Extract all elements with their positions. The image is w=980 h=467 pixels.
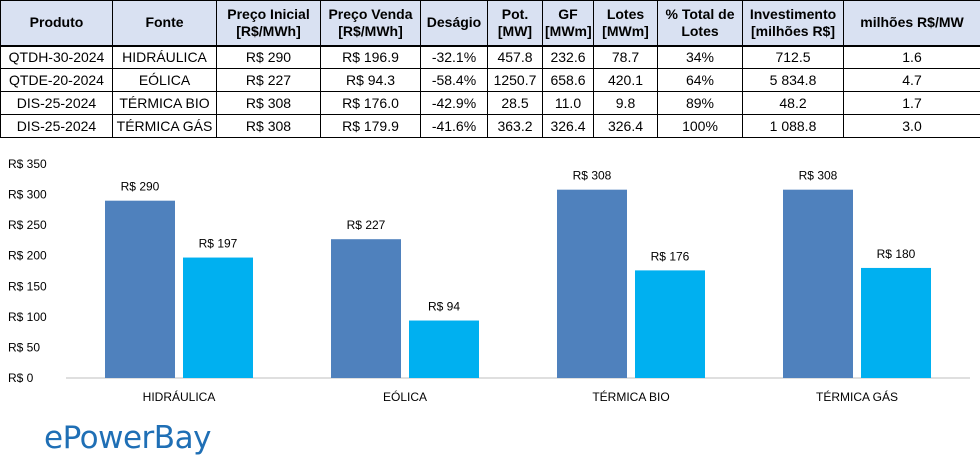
table-cell: R$ 308 [216,114,321,138]
bar-preco-venda [861,267,931,378]
data-label: R$ 94 [428,300,460,314]
column-header: Pot. [MW] [487,0,543,46]
table-cell: 1.7 [843,91,980,115]
epowerbay-logo: ePowerBay [44,420,211,456]
category-label: HIDRÁULICA [143,389,216,404]
table-cell: DIS-25-2024 [0,114,113,138]
table-cell: 232.6 [542,44,594,69]
price-bar-chart: R$ 0 R$ 50 R$ 100 R$ 150 R$ 200 R$ 250 R$ 300 R… [8,157,970,404]
y-tick-label: R$ 100 [8,310,47,324]
table-cell: 100% [657,114,743,138]
table-cell: 34% [657,44,743,69]
column-header: GF [MWm] [542,0,594,46]
bar-preco-venda [635,270,705,378]
table-cell: -32.1% [420,44,488,69]
table-cell: 1.6 [843,44,980,69]
bars: R$ 290 R$ 197 R$ 227 R$ 94 R$ 308 R$ 176 R$ 30… [105,169,931,378]
table-cell: 326.4 [593,114,658,138]
table-row: DIS-25-2024 TÉRMICA BIO R$ 308 R$ 176.0 -42.… [0,91,980,115]
y-tick-label: R$ 250 [8,218,47,232]
category-label: TÉRMICA BIO [592,389,669,404]
table-cell: 712.5 [742,44,844,69]
table-row: DIS-25-2024 TÉRMICA GÁS R$ 308 R$ 179.9 -41.… [0,114,980,138]
y-tick-label: R$ 150 [8,279,47,293]
table-cell: R$ 176.0 [320,91,421,115]
column-header: Preço Venda [R$/MWh] [320,0,421,46]
table-cell: 28.5 [487,91,543,115]
y-tick-label: R$ 200 [8,249,47,263]
table-cell: 1250.7 [487,68,543,92]
table-cell: 1 088.8 [742,114,844,138]
bar-preco-venda [409,320,479,378]
table-cell: 9.8 [593,91,658,115]
table-cell: -42.9% [420,91,488,115]
y-tick-label: R$ 300 [8,188,47,202]
table-cell: 4.7 [843,68,980,92]
table-cell: R$ 290 [216,44,321,69]
table-cell: 64% [657,68,743,92]
table-cell: R$ 179.9 [320,114,421,138]
table-cell: TÉRMICA GÁS [112,114,217,138]
category-label: TÉRMICA GÁS [816,389,898,404]
table-cell: 326.4 [542,114,594,138]
column-header: Produto [0,0,113,46]
table-cell: R$ 308 [216,91,321,115]
table-cell: 420.1 [593,68,658,92]
bar-preco-inicial [783,189,853,378]
data-label: R$ 308 [799,169,838,183]
column-header: Preço Inicial [R$/MWh] [216,0,321,46]
table-cell: EÓLICA [112,68,217,92]
data-label: R$ 290 [121,180,160,194]
table-cell: 48.2 [742,91,844,115]
table-cell: 363.2 [487,114,543,138]
table-cell: R$ 196.9 [320,44,421,69]
bar-preco-inicial [105,200,175,378]
auction-results-table: Produto Fonte Preço Inicial [R$/MWh] Preço … [0,0,980,138]
column-header: milhões R$/MW [843,0,980,46]
table-cell: DIS-25-2024 [0,91,113,115]
data-label: R$ 227 [347,218,386,232]
table-cell: 89% [657,91,743,115]
table-cell: 658.6 [542,68,594,92]
column-header: Fonte [112,0,217,46]
table-cell: 5 834.8 [742,68,844,92]
table-cell: 457.8 [487,44,543,69]
table-cell: 3.0 [843,114,980,138]
y-tick-label: R$ 50 [8,340,40,354]
x-axis: HIDRÁULICA EÓLICA TÉRMICA BIO TÉRMICA GÁS [143,389,898,404]
column-header: Investimento [milhões R$] [742,0,844,46]
table-cell: QTDH-30-2024 [0,44,113,69]
table-cell: HIDRÁULICA [112,44,217,69]
table-cell: 11.0 [542,91,594,115]
table-cell: QTDE-20-2024 [0,68,113,92]
table-row: QTDE-20-2024 EÓLICA R$ 227 R$ 94.3 -58.4% 125… [0,68,980,92]
bar-preco-inicial [557,189,627,378]
data-label: R$ 308 [573,169,612,183]
table-header-row: Produto Fonte Preço Inicial [R$/MWh] Preço … [0,0,980,46]
category-label: EÓLICA [383,389,427,404]
column-header: Deságio [420,0,488,46]
table-cell: TÉRMICA BIO [112,91,217,115]
table-cell: R$ 227 [216,68,321,92]
bar-preco-venda [183,257,253,378]
data-label: R$ 176 [651,249,690,263]
y-tick-label: R$ 350 [8,157,47,171]
table-cell: -58.4% [420,68,488,92]
table-cell: R$ 94.3 [320,68,421,92]
table-cell: -41.6% [420,114,488,138]
column-header: Lotes [MWm] [593,0,658,46]
table-row: QTDH-30-2024 HIDRÁULICA R$ 290 R$ 196.9 -32.… [0,44,980,69]
table-cell: 78.7 [593,44,658,69]
column-header: % Total de Lotes [657,0,743,46]
y-tick-label: R$ 0 [8,371,34,385]
data-label: R$ 180 [877,247,916,261]
data-label: R$ 197 [199,237,238,251]
bar-preco-inicial [331,239,401,378]
